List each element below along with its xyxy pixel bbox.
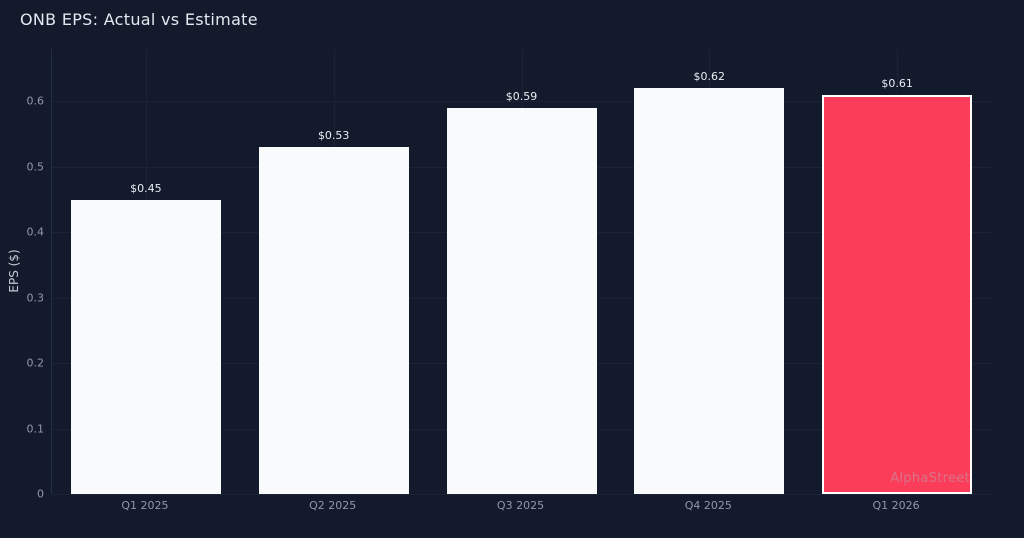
y-tick-label: 0.5: [26, 160, 45, 174]
bar-value-label: $0.62: [693, 70, 726, 84]
x-tick-label: Q1 2026: [872, 499, 920, 512]
y-tick-label: 0.6: [26, 94, 45, 108]
y-tick-label: 0.1: [26, 422, 45, 436]
bar-q4-2025: [634, 88, 785, 494]
bar-value-label: $0.45: [130, 181, 162, 195]
bar-q3-2025: [446, 107, 597, 494]
x-tick-label: Q4 2025: [684, 499, 732, 512]
h-gridline: [52, 494, 991, 495]
y-tick-label: 0.3: [26, 291, 45, 305]
plot-area: $0.45 $0.53 $0.59 $0.62 $0.61: [51, 49, 991, 495]
y-tick-label: 0.4: [26, 225, 45, 239]
x-tick-label: Q1 2025: [121, 499, 169, 512]
y-tick-label: 0.2: [26, 356, 45, 370]
bar-value-label: $0.61: [881, 76, 913, 90]
bar-q2-2025: [258, 147, 409, 494]
y-tick-label: 0: [37, 487, 44, 501]
x-tick-label: Q2 2025: [309, 499, 357, 512]
bar-q1-2026: [822, 94, 973, 494]
x-tick-label: Q3 2025: [496, 499, 545, 512]
bar-value-label: $0.53: [317, 129, 350, 143]
y-axis-title: EPS ($): [7, 249, 21, 293]
watermark: AlphaStreet: [890, 471, 970, 486]
chart-title: ONB EPS: Actual vs Estimate: [20, 10, 258, 29]
bar-value-label: $0.59: [505, 89, 538, 103]
bar-q1-2025: [70, 199, 221, 494]
